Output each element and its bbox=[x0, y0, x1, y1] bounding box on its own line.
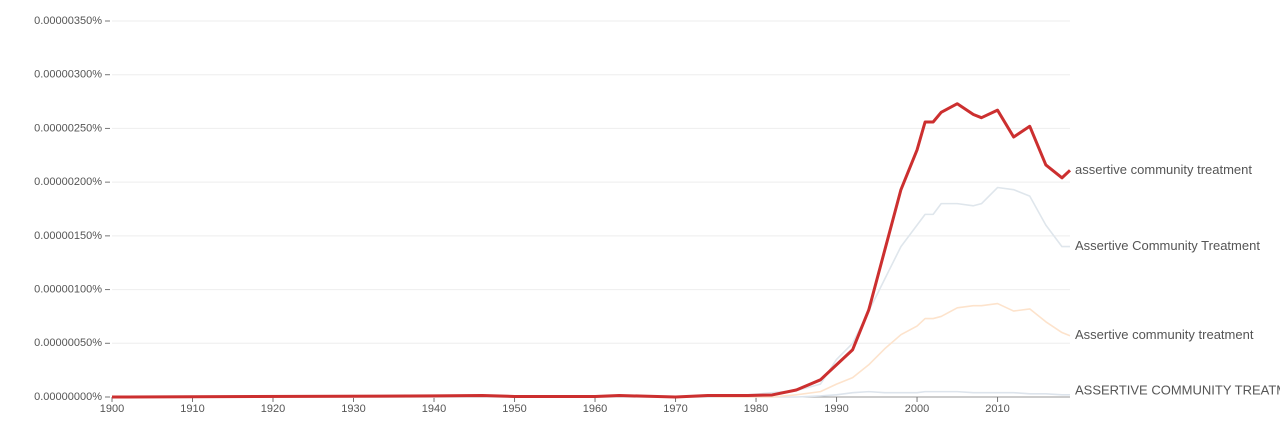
x-tick-label: 1900 bbox=[100, 403, 124, 415]
y-tick-label: 0.00000000% bbox=[34, 391, 102, 403]
x-tick-label: 1930 bbox=[341, 403, 365, 415]
x-tick-label: 1980 bbox=[744, 403, 768, 415]
series-label: Assertive community treatment bbox=[1075, 327, 1254, 342]
y-tick-label: 0.00000200% bbox=[34, 176, 102, 188]
x-tick-label: 2010 bbox=[985, 403, 1009, 415]
x-tick-label: 2000 bbox=[905, 403, 929, 415]
y-tick-label: 0.00000050% bbox=[34, 337, 102, 349]
y-tick-label: 0.00000150% bbox=[34, 230, 102, 242]
x-tick-label: 1950 bbox=[502, 403, 526, 415]
y-tick-label: 0.00000350% bbox=[34, 15, 102, 27]
y-tick-label: 0.00000250% bbox=[34, 122, 102, 134]
series-label: Assertive Community Treatment bbox=[1075, 238, 1260, 253]
series-line bbox=[112, 186, 1070, 398]
series-line bbox=[111, 102, 1072, 399]
series-label: ASSERTIVE COMMUNITY TREATMENT bbox=[1075, 382, 1280, 397]
series-label: assertive community treatment bbox=[1075, 162, 1252, 177]
x-tick-label: 1990 bbox=[824, 403, 848, 415]
y-tick-label: 0.00000100% bbox=[34, 283, 102, 295]
x-tick-label: 1960 bbox=[583, 403, 607, 415]
x-tick-label: 1970 bbox=[663, 403, 687, 415]
x-tick-label: 1920 bbox=[261, 403, 285, 415]
series-line bbox=[112, 302, 1071, 398]
x-tick-label: 1940 bbox=[422, 403, 446, 415]
y-tick-label: 0.00000300% bbox=[34, 69, 102, 81]
x-tick-label: 1910 bbox=[180, 403, 204, 415]
